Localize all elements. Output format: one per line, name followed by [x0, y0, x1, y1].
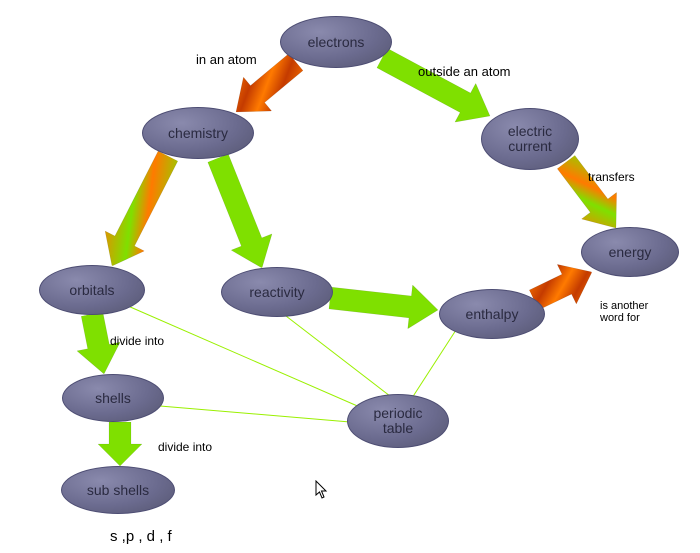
connector-line	[160, 406, 350, 422]
node-label: enthalpy	[466, 307, 519, 322]
node-periodic[interactable]: periodictable	[347, 394, 449, 448]
node-energy[interactable]: energy	[581, 227, 679, 277]
arrow-a3	[92, 146, 187, 276]
edge-label-l5: divide into	[110, 334, 164, 348]
node-chemistry[interactable]: chemistry	[142, 107, 254, 159]
diagram-canvas: electrons chemistry electriccurrent orbital…	[0, 0, 700, 553]
edge-label-l4: is anotherword for	[600, 300, 648, 324]
node-shells[interactable]: shells	[62, 374, 164, 422]
node-electric[interactable]: electriccurrent	[481, 108, 579, 170]
edge-label-l6: divide into	[158, 440, 212, 454]
node-label: orbitals	[69, 283, 114, 298]
node-orbitals[interactable]: orbitals	[39, 265, 145, 315]
cursor-icon	[315, 480, 329, 500]
node-electrons[interactable]: electrons	[280, 16, 392, 68]
edge-label-l1: in an atom	[196, 52, 257, 67]
arrow-a4	[198, 150, 283, 276]
node-label: periodictable	[373, 406, 422, 435]
node-subshells[interactable]: sub shells	[61, 466, 175, 514]
node-reactivity[interactable]: reactivity	[221, 267, 333, 317]
node-label: electrons	[308, 35, 365, 50]
connector-line	[412, 330, 456, 398]
edge-label-l2: outside an atom	[418, 64, 511, 79]
node-label: sub shells	[87, 483, 149, 498]
arrow-a9	[98, 422, 142, 466]
node-label: shells	[95, 391, 131, 406]
node-label: electriccurrent	[508, 124, 552, 153]
node-enthalpy[interactable]: enthalpy	[439, 289, 545, 339]
arrow-a6	[328, 276, 441, 332]
connector-line	[286, 316, 390, 396]
node-label: reactivity	[249, 285, 304, 300]
edge-label-l3: transfers	[588, 170, 635, 184]
node-label: chemistry	[168, 126, 228, 141]
node-label: energy	[609, 245, 652, 260]
footer-text: s ,p , d , f	[110, 528, 172, 545]
arrow-a2	[372, 39, 501, 136]
